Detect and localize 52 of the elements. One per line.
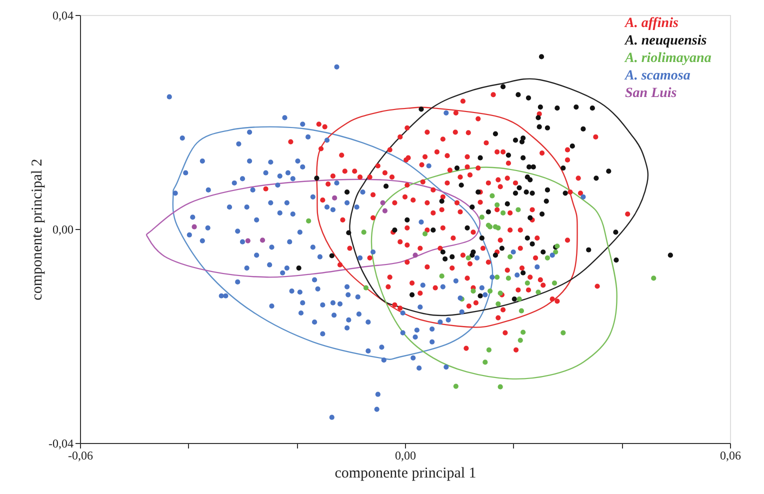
text: A. riolimayana	[624, 51, 712, 66]
y-tick-label: -0,04	[48, 436, 74, 450]
point	[500, 210, 506, 216]
point	[192, 224, 197, 230]
point	[363, 285, 369, 290]
point	[470, 288, 476, 294]
x-tick-label: 0,00	[395, 448, 416, 462]
x-axis-title: componente principal 1	[334, 466, 476, 482]
point	[412, 252, 418, 258]
y-axis-title: componente principal 2	[30, 158, 46, 300]
text: A. scamosa	[624, 68, 690, 84]
x-tick-label: -0,06	[68, 448, 93, 462]
point	[306, 218, 312, 224]
point	[536, 290, 541, 295]
point	[479, 214, 484, 220]
point	[553, 249, 558, 255]
point	[332, 195, 338, 201]
point	[260, 238, 266, 243]
point	[651, 276, 656, 281]
point	[496, 301, 501, 306]
point	[552, 280, 558, 286]
point	[482, 360, 488, 365]
text: A. affinis	[624, 16, 679, 31]
point	[422, 231, 428, 236]
point	[516, 296, 522, 302]
point	[494, 274, 500, 280]
point	[486, 347, 492, 352]
point	[494, 202, 500, 208]
point	[518, 338, 523, 343]
point	[520, 330, 526, 335]
point	[487, 288, 493, 294]
point	[466, 255, 471, 260]
point	[245, 238, 250, 244]
point	[508, 254, 513, 260]
point	[490, 193, 495, 198]
y-tick-label: 0,00	[52, 222, 74, 236]
point	[506, 276, 512, 281]
point	[516, 207, 521, 212]
point	[560, 330, 566, 336]
text: A. neuquensis	[624, 34, 708, 48]
point	[498, 384, 503, 390]
point	[382, 208, 388, 214]
point	[544, 255, 550, 260]
x-tick-label: 0,06	[720, 448, 741, 462]
y-tick-label: 0,04	[52, 8, 74, 22]
point	[453, 384, 458, 389]
point	[524, 280, 530, 286]
point	[439, 274, 444, 279]
point	[518, 308, 524, 314]
text: San Luis	[625, 86, 678, 101]
point	[380, 200, 386, 206]
point	[361, 230, 366, 235]
